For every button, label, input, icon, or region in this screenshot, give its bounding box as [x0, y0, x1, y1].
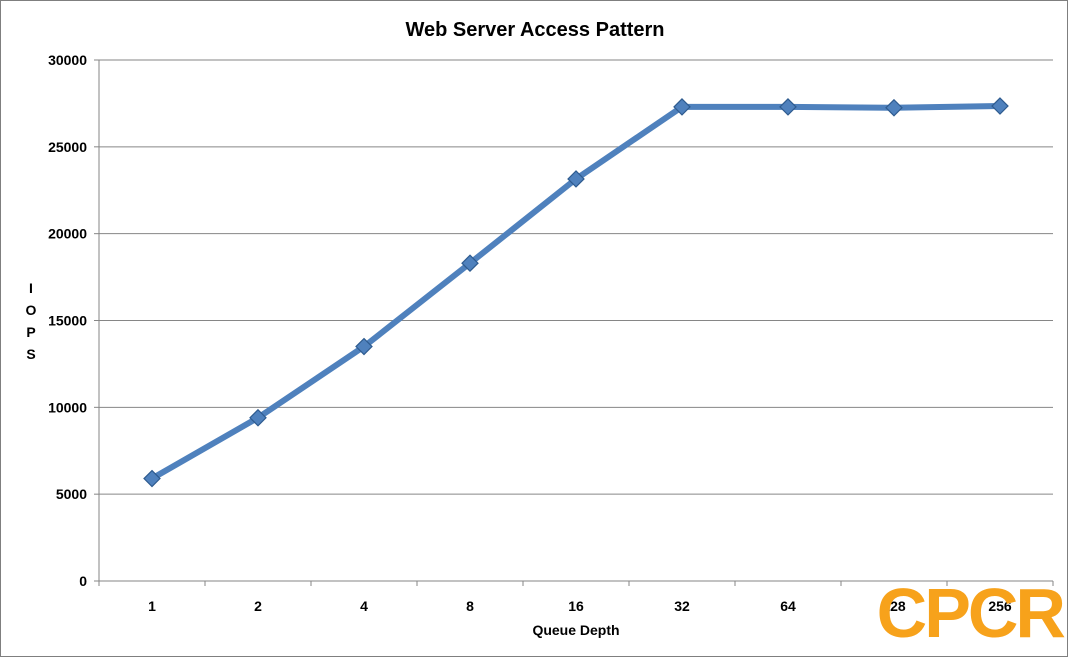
y-tick-label: 25000 — [48, 139, 87, 155]
data-point-marker — [991, 97, 1009, 115]
data-point-marker — [355, 337, 373, 356]
series-layer — [143, 97, 1009, 488]
watermark-tagline: CUSTOM PC REVIEW — [910, 639, 1059, 654]
x-tick-label: 8 — [466, 598, 474, 614]
x-tick-label: 256 — [988, 598, 1012, 614]
y-axis-label-letter: P — [26, 324, 35, 340]
watermark-logo: CPCR — [877, 574, 1066, 652]
gridlines — [99, 59, 1053, 495]
series-line — [149, 103, 1003, 482]
y-tick-label: 5000 — [56, 486, 87, 502]
y-tick-label: 10000 — [48, 399, 87, 415]
y-tick-label: 20000 — [48, 226, 87, 242]
data-point-marker — [885, 98, 903, 117]
x-axis-label: Queue Depth — [532, 622, 619, 638]
data-point-marker — [249, 408, 267, 427]
x-tick-label: 32 — [674, 598, 690, 614]
cpcr-watermark: CPCR CUSTOM PC REVIEW — [877, 574, 1068, 654]
y-axis-label-letter: S — [26, 346, 35, 362]
x-tick-label: 16 — [568, 598, 584, 614]
x-tick-label: 64 — [780, 598, 796, 614]
data-point-marker — [143, 469, 161, 488]
y-tick-labels: 0 5000 10000 15000 20000 25000 30000 — [48, 52, 99, 589]
x-tick-label: 1 — [148, 598, 156, 614]
y-tick-label: 0 — [79, 573, 87, 589]
x-tick-label: 4 — [360, 598, 368, 614]
y-tick-label: 15000 — [48, 313, 87, 329]
chart-title: Web Server Access Pattern — [405, 19, 664, 41]
y-tick-label: 30000 — [48, 52, 87, 68]
data-point-marker — [461, 254, 479, 273]
x-tick-labels: 1 2 4 8 16 32 64 128 256 — [98, 581, 1054, 614]
x-tick-label: 128 — [882, 598, 906, 614]
y-axis-label-letter: I — [29, 280, 33, 296]
y-axis-label-letter: O — [26, 302, 37, 318]
data-point-marker — [779, 98, 797, 116]
data-point-marker — [673, 98, 691, 116]
x-tick-label: 2 — [254, 598, 262, 614]
data-point-marker — [567, 170, 585, 188]
